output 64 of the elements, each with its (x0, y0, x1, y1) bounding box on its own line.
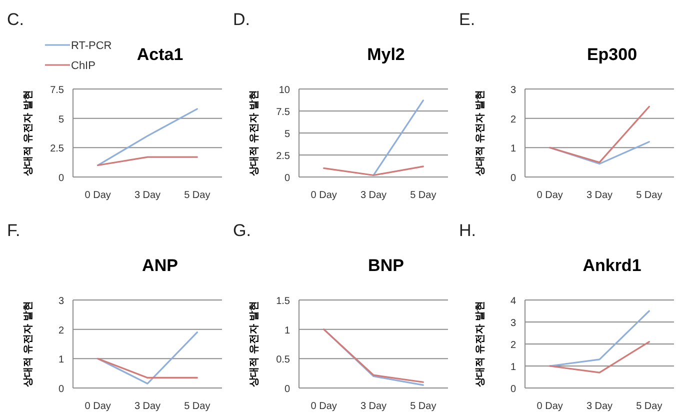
text: C. (7, 10, 24, 29)
x-tick-label: 5 Day (636, 401, 662, 412)
x-tick-label: 5 Day (184, 190, 210, 201)
x-tick-label: 3 Day (134, 190, 161, 201)
x-tick-label: 5 Day (184, 401, 210, 412)
x-tick-label: 3 Day (586, 190, 613, 201)
x-tick-label: 3 Day (586, 401, 613, 412)
text: D. (233, 10, 250, 29)
y-tick-label: 1 (58, 354, 64, 366)
y-axis-title: 상대적 유전자 발현 (23, 301, 34, 387)
text: G. (233, 221, 251, 240)
x-tick-label: 5 Day (410, 190, 436, 201)
y-tick-label: 0 (510, 173, 516, 184)
chart-title: Ankrd1 (582, 256, 642, 275)
y-axis-title: 상대적 유전자 발현 (249, 90, 260, 176)
y-tick-label: 0 (510, 384, 516, 395)
y-tick-label: 10 (278, 85, 290, 96)
y-tick-label: 2.5 (276, 151, 290, 162)
y-axis-title: 상대적 유전자 발현 (249, 301, 260, 387)
y-tick-label: 2 (58, 325, 64, 336)
x-tick-label: 3 Day (360, 190, 387, 201)
x-tick-label: 0 Day (310, 190, 337, 201)
x-tick-label: 0 Day (84, 190, 111, 201)
legend-label: ChIP (71, 60, 96, 72)
y-tick-label: 7.5 (50, 85, 64, 96)
y-tick-label: 4 (510, 296, 516, 307)
y-tick-label: 2.5 (50, 144, 64, 155)
y-tick-label: 0 (284, 173, 290, 184)
y-tick-label: 3 (58, 296, 64, 307)
text: H. (459, 221, 476, 240)
chart-title: Acta1 (136, 45, 184, 64)
x-tick-label: 0 Day (84, 401, 111, 412)
y-tick-label: 5 (284, 129, 290, 140)
y-tick-label: 0 (284, 384, 290, 395)
y-tick-label: 0.5 (276, 354, 290, 366)
y-tick-label: 1.5 (276, 296, 290, 307)
chart-title: Myl2 (367, 45, 405, 64)
chart-title: ANP (142, 256, 178, 275)
y-tick-label: 0 (58, 384, 64, 395)
y-axis-title: 상대적 유전자 발현 (475, 301, 486, 387)
legend-label: RT-PCR (71, 40, 112, 52)
y-tick-label: 7.5 (276, 107, 290, 118)
y-tick-label: 1 (284, 325, 290, 336)
y-tick-label: 3 (510, 318, 516, 329)
y-tick-label: 2 (510, 340, 516, 351)
chart-title: BNP (368, 256, 404, 275)
y-axis-title: 상대적 유전자 발현 (475, 90, 486, 176)
y-tick-label: 1 (510, 144, 516, 155)
x-tick-label: 5 Day (410, 401, 436, 412)
text: E. (459, 10, 476, 29)
y-tick-label: 2 (510, 114, 516, 126)
text: F. (7, 221, 20, 240)
x-tick-label: 0 Day (536, 190, 563, 201)
y-tick-label: 5 (58, 114, 64, 126)
x-tick-label: 0 Day (536, 401, 563, 412)
y-tick-label: 0 (58, 173, 64, 184)
x-tick-label: 3 Day (134, 401, 161, 412)
y-tick-label: 1 (510, 362, 516, 373)
x-tick-label: 5 Day (636, 190, 662, 201)
y-tick-label: 3 (510, 85, 516, 96)
chart-title: Ep300 (586, 45, 638, 64)
y-axis-title: 상대적 유전자 발현 (23, 90, 34, 176)
x-tick-label: 3 Day (360, 401, 387, 412)
x-tick-label: 0 Day (310, 401, 337, 412)
